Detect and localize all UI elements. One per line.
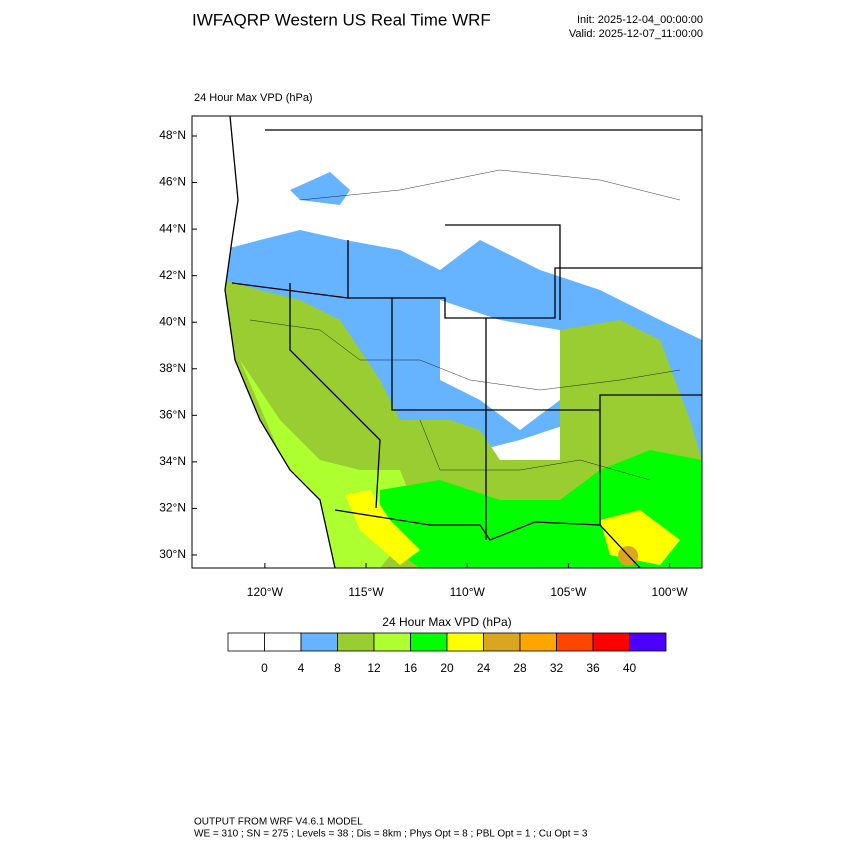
lat-label: 32°N [159,501,186,515]
lat-label: 30°N [159,547,186,561]
colorbar-tick-label: 40 [623,661,637,675]
lon-label: 100°W [652,585,689,599]
field-label: 24 Hour Max VPD (hPa) [194,92,313,104]
colorbar-box [556,632,594,652]
colorbar-box [227,632,265,652]
lat-label: 38°N [159,361,186,375]
lat-label: 46°N [159,175,186,189]
colorbar-tick-label: 32 [550,661,564,675]
lat-label: 44°N [159,221,186,235]
init-time: Init: 2025-12-04_00:00:00 [577,14,703,26]
colorbar-box [629,632,667,652]
colorbar-tick-label: 4 [298,661,305,675]
footer-line: WE = 310 ; SN = 275 ; Levels = 38 ; Dis … [194,829,588,840]
colorbar-tick-label: 24 [477,661,491,675]
colorbar-box [446,632,484,652]
colorbar-box [592,632,630,652]
lat-label: 40°N [159,314,186,328]
colorbar-box [519,632,557,652]
colorbar-tick-label: 36 [586,661,600,675]
colorbar-box [410,632,448,652]
colorbar-box [373,632,411,652]
colorbar-box [300,632,338,652]
lat-label: 42°N [159,268,186,282]
colorbar-tick-label: 12 [367,661,381,675]
colorbar-box [264,632,302,652]
colorbar-tick-label: 28 [513,661,527,675]
lon-label: 115°W [348,585,384,599]
map [191,115,703,569]
colorbar-box [337,632,375,652]
lat-label: 48°N [159,128,186,142]
lon-label: 120°W [247,585,284,599]
valid-time: Valid: 2025-12-07_11:00:00 [569,28,703,40]
colorbar-tick-label: 8 [334,661,341,675]
colorbar-tick-label: 0 [261,661,268,675]
lat-label: 34°N [159,454,186,468]
colorbar-tick-label: 20 [440,661,454,675]
lon-label: 105°W [550,585,587,599]
colorbar-box [483,632,521,652]
lat-label: 36°N [159,407,186,421]
colorbar-label: 24 Hour Max VPD (hPa) [382,615,511,629]
lon-label: 110°W [450,585,486,599]
title: IWFAQRP Western US Real Time WRF [192,10,491,29]
colorbar-tick-label: 16 [404,661,418,675]
footer-line: OUTPUT FROM WRF V4.6.1 MODEL [194,817,363,828]
